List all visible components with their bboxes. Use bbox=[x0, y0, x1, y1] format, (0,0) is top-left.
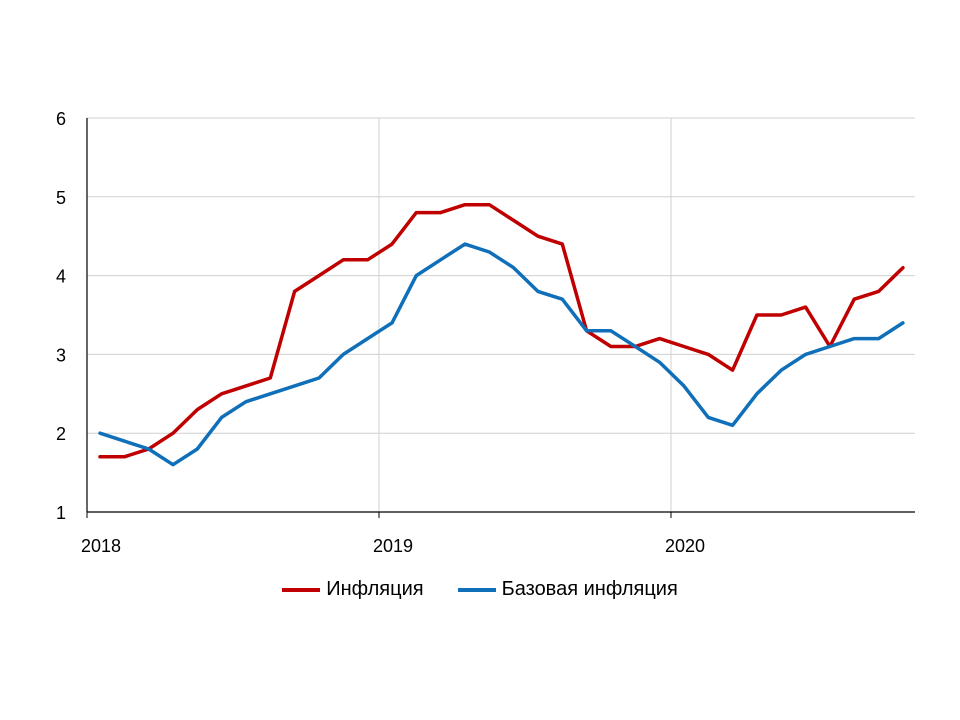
y-tick-label: 5 bbox=[56, 188, 66, 208]
axes bbox=[86, 118, 915, 518]
y-tick-label: 2 bbox=[56, 424, 66, 444]
series-line-core-inflation bbox=[98, 242, 905, 467]
legend-label-core-inflation: Базовая инфляция bbox=[501, 578, 678, 600]
y-tick-label: 4 bbox=[56, 267, 66, 287]
series-lines bbox=[98, 202, 905, 467]
x-tick-label: 2019 bbox=[373, 536, 413, 556]
legend-swatch-inflation bbox=[282, 587, 321, 592]
gridlines bbox=[87, 117, 915, 512]
tick-labels: 1 2 3 4 5 6 2018 2019 2020 bbox=[56, 109, 705, 556]
legend-item-inflation: Инфляция bbox=[282, 578, 424, 601]
legend-label-inflation: Инфляция bbox=[326, 578, 424, 600]
y-tick-label: 3 bbox=[56, 345, 66, 365]
x-tick-label: 2020 bbox=[665, 536, 705, 556]
legend-item-core-inflation: Базовая инфляция bbox=[457, 578, 678, 601]
legend-swatch-core-inflation bbox=[457, 587, 496, 592]
legend: Инфляция Базовая инфляция bbox=[0, 578, 960, 601]
y-tick-label: 1 bbox=[56, 503, 66, 523]
y-tick-label: 6 bbox=[56, 109, 66, 129]
series-line-inflation bbox=[98, 202, 905, 459]
x-tick-label: 2018 bbox=[81, 536, 121, 556]
